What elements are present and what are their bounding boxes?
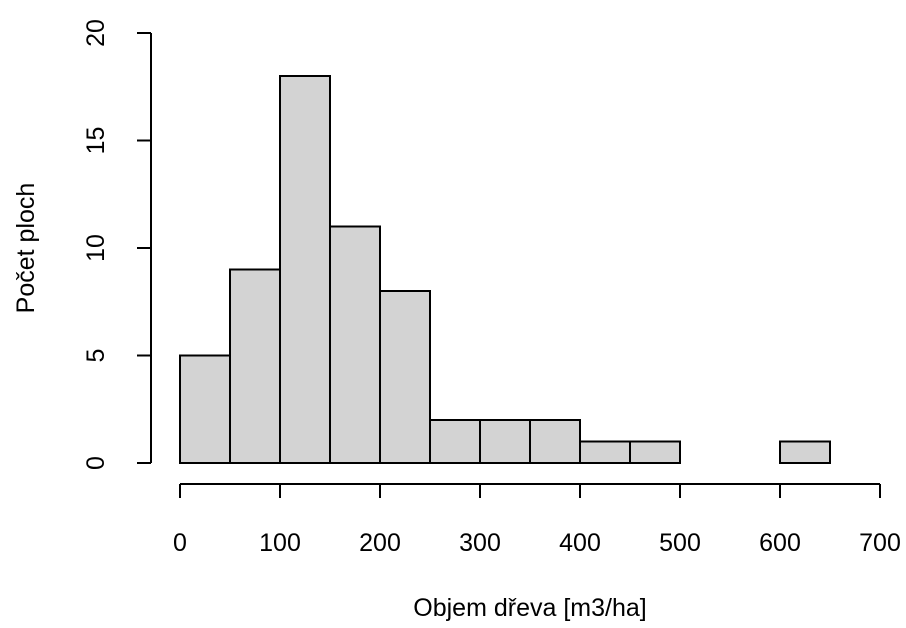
histogram-bar-0-50 [179, 354, 231, 464]
x-tick-label-500: 500 [659, 529, 701, 557]
x-tick-label-200: 200 [359, 529, 401, 557]
histogram-bar-100-150 [279, 75, 331, 464]
histogram-bar-300-350 [479, 419, 531, 464]
histogram-bar-400-450 [579, 440, 631, 464]
histogram-bar-600-650 [779, 440, 831, 464]
histogram-bar-250-300 [429, 419, 481, 464]
histogram-bar-150-200 [329, 225, 381, 464]
y-tick-label-5: 5 [82, 349, 110, 363]
y-axis: 0 5 10 15 20 [82, 19, 152, 470]
x-tick-label-400: 400 [559, 529, 601, 557]
y-tick-label-15: 15 [82, 127, 110, 155]
x-tick-label-0: 0 [173, 529, 187, 557]
y-axis-label: Počet ploch [12, 183, 40, 314]
x-tick-label-600: 600 [759, 529, 801, 557]
histogram-bar-450-500 [629, 440, 681, 464]
x-axis: 0 100 200 300 400 500 600 700 [173, 483, 901, 557]
bars-layer [179, 75, 831, 464]
histogram-bar-200-250 [379, 290, 431, 464]
y-tick-label-10: 10 [82, 234, 110, 262]
histogram-bar-50-100 [229, 268, 281, 464]
x-tick-label-300: 300 [459, 529, 501, 557]
y-tick-label-0: 0 [82, 456, 110, 470]
x-axis-label: Objem dřeva [m3/ha] [413, 594, 646, 622]
histogram-bar-350-400 [529, 419, 581, 464]
x-tick-label-700: 700 [859, 529, 901, 557]
y-tick-label-20: 20 [82, 19, 110, 47]
x-tick-label-100: 100 [259, 529, 301, 557]
